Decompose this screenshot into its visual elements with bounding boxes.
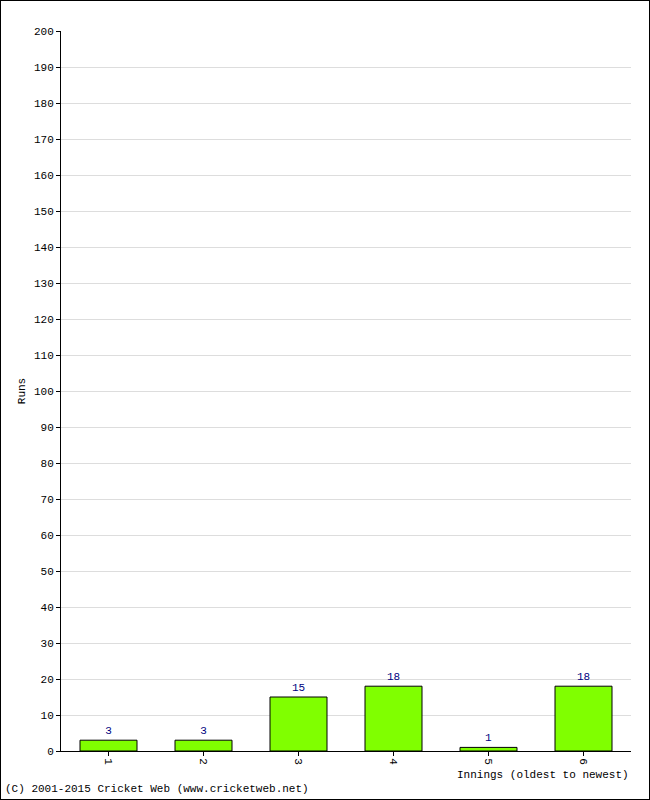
svg-text:130: 130 [34,278,54,290]
svg-text:Runs: Runs [16,378,28,404]
svg-text:4: 4 [387,758,399,765]
svg-text:40: 40 [41,602,54,614]
svg-text:2: 2 [197,758,209,765]
svg-text:3: 3 [292,758,304,765]
svg-text:3: 3 [200,725,207,737]
svg-text:0: 0 [47,746,54,758]
svg-text:(C) 2001-2015 Cricket Web (www: (C) 2001-2015 Cricket Web (www.cricketwe… [5,783,309,795]
svg-text:170: 170 [34,134,54,146]
svg-text:6: 6 [577,758,589,765]
svg-text:80: 80 [41,458,54,470]
svg-text:1: 1 [102,758,114,765]
svg-text:3: 3 [105,725,112,737]
svg-text:180: 180 [34,98,54,110]
svg-text:110: 110 [34,350,54,362]
svg-text:60: 60 [41,530,54,542]
svg-text:140: 140 [34,242,54,254]
svg-text:20: 20 [41,674,54,686]
svg-text:50: 50 [41,566,54,578]
svg-text:70: 70 [41,494,54,506]
svg-text:120: 120 [34,314,54,326]
svg-text:200: 200 [34,26,54,38]
svg-text:10: 10 [41,710,54,722]
svg-text:1: 1 [485,732,492,744]
svg-text:5: 5 [482,758,494,765]
svg-text:190: 190 [34,62,54,74]
svg-text:100: 100 [34,386,54,398]
svg-text:90: 90 [41,422,54,434]
svg-text:160: 160 [34,170,54,182]
svg-text:18: 18 [387,671,400,683]
svg-text:150: 150 [34,206,54,218]
svg-text:15: 15 [292,682,305,694]
svg-text:Innings (oldest to newest): Innings (oldest to newest) [457,769,629,781]
svg-text:30: 30 [41,638,54,650]
svg-text:18: 18 [577,671,590,683]
